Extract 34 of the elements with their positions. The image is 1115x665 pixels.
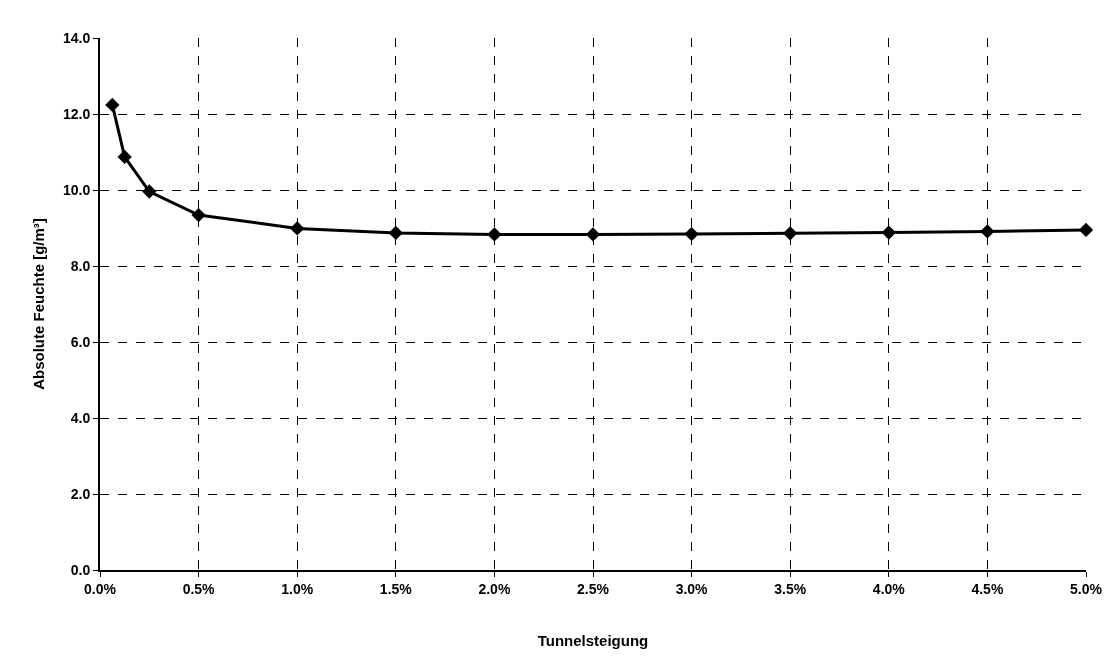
x-tick-label: 3.0% <box>675 580 709 597</box>
x-tick-label: 0.5% <box>182 580 216 597</box>
x-tick-label: 2.5% <box>577 580 610 597</box>
y-tick-label: 14.0 <box>62 29 91 46</box>
y-tick-label: 12.0 <box>62 105 91 122</box>
x-tick-label: 4.5% <box>971 580 1004 597</box>
point <box>684 226 699 242</box>
y-axis-title: Absolute Feuchte [g/m³] <box>29 218 47 390</box>
y-tick-label: 2.0 <box>70 485 91 502</box>
point <box>142 184 157 199</box>
x-tick-label: 2.0% <box>478 580 511 597</box>
point <box>191 207 206 223</box>
y-tick-label: 10.0 <box>62 181 91 198</box>
x-tick-label: 3.5% <box>774 580 807 597</box>
x-tick-label: 0.0% <box>84 580 117 597</box>
y-tick-label: 4.0 <box>70 409 91 426</box>
y-tick-label: 8.0 <box>70 257 91 274</box>
point <box>783 226 798 241</box>
x-axis-title: Tunnelsteigung <box>537 632 649 650</box>
point <box>881 225 896 240</box>
point <box>487 227 502 242</box>
point <box>585 227 601 242</box>
x-tick-label: 4.0% <box>872 580 906 597</box>
x-tick-label: 1.5% <box>379 580 413 597</box>
point <box>290 221 305 236</box>
x-tick-label: 1.0% <box>281 580 314 597</box>
point <box>980 224 995 239</box>
point <box>105 97 120 113</box>
point <box>388 225 403 241</box>
point <box>1078 222 1094 238</box>
y-tick-label: 0.0 <box>70 561 91 578</box>
point <box>117 149 132 165</box>
y-tick-label: 6.0 <box>70 333 91 350</box>
x-tick-label: 5.0% <box>1070 580 1103 597</box>
